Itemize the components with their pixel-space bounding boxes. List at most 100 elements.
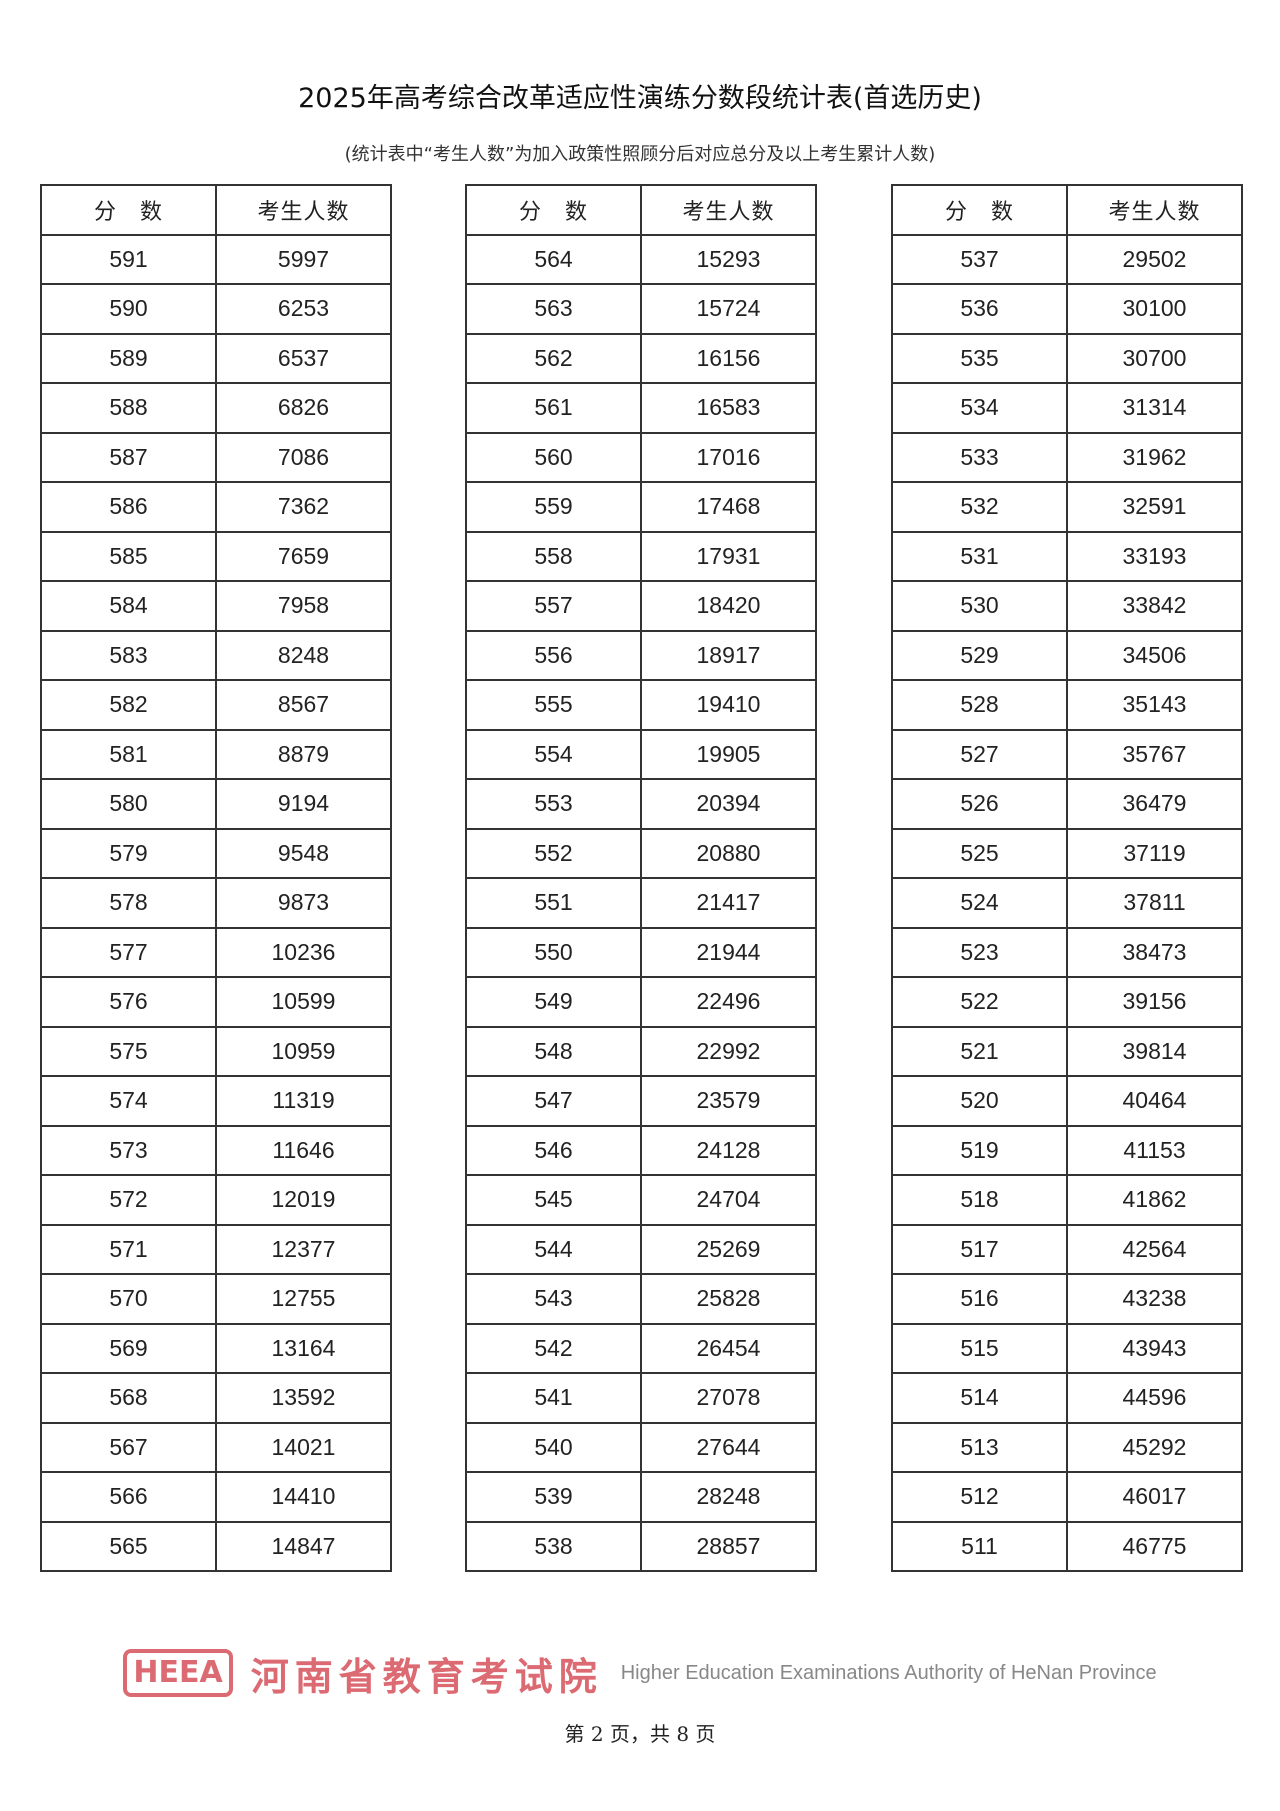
score-cell: 586 (40, 481, 217, 533)
count-cell: 16583 (640, 382, 817, 434)
score-cell: 511 (891, 1520, 1068, 1572)
table-row: 523 38473 (891, 926, 1243, 978)
table-row: 548 22992 (465, 1025, 817, 1077)
header-score: 分 数 (40, 184, 217, 236)
count-cell: 19410 (640, 679, 817, 731)
table-row: 545 24704 (465, 1174, 817, 1226)
table-row: 578 9873 (40, 877, 392, 929)
page-title: 2025年高考综合改革适应性演练分数段统计表(首选历史) (298, 83, 982, 114)
score-cell: 517 (891, 1223, 1068, 1275)
count-cell: 30700 (1066, 332, 1243, 384)
count-cell: 12019 (215, 1174, 392, 1226)
score-cell: 566 (40, 1471, 217, 1523)
table-row: 527 35767 (891, 728, 1243, 780)
table-row: 570 12755 (40, 1273, 392, 1325)
table-row: 553 20394 (465, 778, 817, 830)
table-row: 550 21944 (465, 926, 817, 978)
count-cell: 5997 (215, 233, 392, 285)
count-cell: 14847 (215, 1520, 392, 1572)
header-row: 分 数考生人数 (465, 184, 817, 236)
count-cell: 6253 (215, 283, 392, 335)
score-cell: 570 (40, 1273, 217, 1325)
count-cell: 22992 (640, 1025, 817, 1077)
count-cell: 18917 (640, 629, 817, 681)
table-row: 572 12019 (40, 1174, 392, 1226)
table-row: 514 44596 (891, 1372, 1243, 1424)
count-cell: 14021 (215, 1421, 392, 1473)
table-row: 580 9194 (40, 778, 392, 830)
count-cell: 13592 (215, 1372, 392, 1424)
table-row: 588 6826 (40, 382, 392, 434)
count-cell: 35767 (1066, 728, 1243, 780)
header-count: 考生人数 (215, 184, 392, 236)
table-row: 542 26454 (465, 1322, 817, 1374)
page-footer: 第 2 页，共 8 页 (564, 1722, 716, 1746)
count-cell: 8248 (215, 629, 392, 681)
header-count: 考生人数 (1066, 184, 1243, 236)
score-cell: 590 (40, 283, 217, 335)
count-cell: 6826 (215, 382, 392, 434)
score-cell: 518 (891, 1174, 1068, 1226)
score-cell: 564 (465, 233, 642, 285)
table-row: 556 18917 (465, 629, 817, 681)
score-cell: 536 (891, 283, 1068, 335)
count-cell: 12377 (215, 1223, 392, 1275)
score-cell: 543 (465, 1273, 642, 1325)
score-cell: 548 (465, 1025, 642, 1077)
score-cell: 522 (891, 976, 1068, 1028)
table-row: 547 23579 (465, 1075, 817, 1127)
table-row: 518 41862 (891, 1174, 1243, 1226)
table-row: 581 8879 (40, 728, 392, 780)
table-row: 589 6537 (40, 332, 392, 384)
score-cell: 571 (40, 1223, 217, 1275)
score-table-2: 分 数考生人数 564 15293 563 15724 562 16156 561 16583 5… (465, 184, 817, 1572)
score-cell: 553 (465, 778, 642, 830)
count-cell: 31314 (1066, 382, 1243, 434)
score-cell: 552 (465, 827, 642, 879)
score-cell: 569 (40, 1322, 217, 1374)
count-cell: 34506 (1066, 629, 1243, 681)
table-row: 576 10599 (40, 976, 392, 1028)
table-row: 546 24128 (465, 1124, 817, 1176)
score-cell: 524 (891, 877, 1068, 929)
score-table-3: 分 数考生人数 537 29502 536 30100 535 30700 534 31314 5… (891, 184, 1243, 1572)
count-cell: 28857 (640, 1520, 817, 1572)
header-score: 分 数 (465, 184, 642, 236)
score-cell: 575 (40, 1025, 217, 1077)
score-cell: 534 (891, 382, 1068, 434)
count-cell: 7659 (215, 530, 392, 582)
score-cell: 535 (891, 332, 1068, 384)
table-row: 543 25828 (465, 1273, 817, 1325)
score-cell: 521 (891, 1025, 1068, 1077)
count-cell: 37119 (1066, 827, 1243, 879)
count-cell: 17016 (640, 431, 817, 483)
score-cell: 519 (891, 1124, 1068, 1176)
header-count: 考生人数 (640, 184, 817, 236)
score-cell: 560 (465, 431, 642, 483)
table-row: 541 27078 (465, 1372, 817, 1424)
table-row: 561 16583 (465, 382, 817, 434)
score-cell: 538 (465, 1520, 642, 1572)
table-row: 535 30700 (891, 332, 1243, 384)
score-cell: 520 (891, 1075, 1068, 1127)
count-cell: 40464 (1066, 1075, 1243, 1127)
score-cell: 588 (40, 382, 217, 434)
count-cell: 11319 (215, 1075, 392, 1127)
score-cell: 577 (40, 926, 217, 978)
table-row: 558 17931 (465, 530, 817, 582)
table-row: 529 34506 (891, 629, 1243, 681)
count-cell: 8567 (215, 679, 392, 731)
count-cell: 20394 (640, 778, 817, 830)
watermark-cn: 河南省教育考试院 (250, 1654, 603, 1699)
count-cell: 13164 (215, 1322, 392, 1374)
count-cell: 25269 (640, 1223, 817, 1275)
score-cell: 546 (465, 1124, 642, 1176)
table-row: 525 37119 (891, 827, 1243, 879)
table-row: 522 39156 (891, 976, 1243, 1028)
count-cell: 7362 (215, 481, 392, 533)
count-cell: 31962 (1066, 431, 1243, 483)
score-cell: 565 (40, 1520, 217, 1572)
watermark: HEEA 河南省教育考试院 Higher Education Examinati… (0, 1645, 1280, 1701)
score-cell: 539 (465, 1471, 642, 1523)
count-cell: 33193 (1066, 530, 1243, 582)
